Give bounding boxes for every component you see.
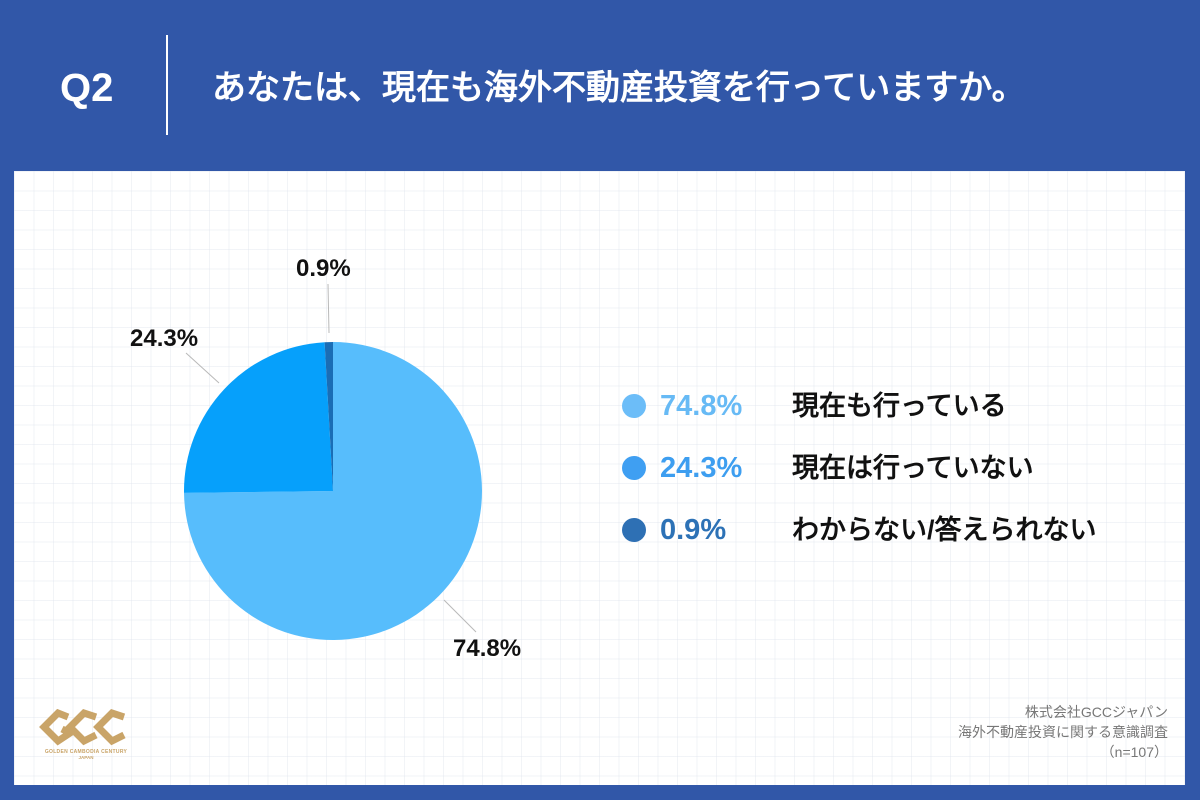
- logo-text-line1: GOLDEN CAMBODIA CENTURY: [44, 749, 128, 755]
- pie-label-slice1: 74.8%: [453, 635, 522, 662]
- pie-slice-currently-investing: [184, 342, 482, 640]
- logo-text-line2: JAPAN: [78, 755, 94, 760]
- legend-percent: 24.3%: [660, 452, 743, 484]
- pie-slice-unknown: [324, 342, 333, 491]
- footer-survey-name: 海外不動産投資に関する意識調査: [958, 724, 1168, 740]
- pie-label-slice2: 24.3%: [130, 325, 199, 352]
- legend-dot-icon: [622, 394, 646, 418]
- question-title: あなたは、現在も海外不動産投資を行っていますか。: [212, 69, 1026, 107]
- legend-percent: 74.8%: [660, 390, 743, 422]
- legend-label: 現在は行っていない: [792, 453, 1034, 483]
- legend-label: わからない/答えられない: [792, 515, 1097, 545]
- footer-sample-size: （n=107）: [1100, 744, 1168, 760]
- leader-line-slice2: [185, 352, 220, 384]
- header: Q2 あなたは、現在も海外不動産投資を行っていますか。: [0, 0, 1200, 171]
- gcc-logo: GOLDEN CAMBODIA CENTURY JAPAN: [38, 708, 134, 769]
- legend-dot-icon: [622, 456, 646, 480]
- leader-line-slice1: [443, 599, 477, 633]
- legend-item: 0.9% わからない/答えられない: [622, 510, 1182, 550]
- chart-panel: 0.9% 24.3% 74.8% 74.8% 現在も行っている 24.3% 現在…: [14, 171, 1185, 785]
- pie-chart: [183, 283, 482, 640]
- pie-slice-not-currently-investing: [183, 342, 333, 493]
- legend-percent: 0.9%: [660, 514, 727, 546]
- footer-company: 株式会社GCCジャパン: [1024, 704, 1168, 720]
- pie-label-slice3: 0.9%: [296, 255, 351, 282]
- source-footer: 株式会社GCCジャパン 海外不動産投資に関する意識調査 （n=107）: [958, 702, 1168, 762]
- legend-item: 74.8% 現在も行っている: [622, 386, 1182, 426]
- gcc-logo-mark-icon: [39, 708, 126, 746]
- question-number: Q2: [60, 66, 114, 110]
- legend-label: 現在も行っている: [792, 391, 1007, 421]
- leader-line-slice3: [327, 283, 330, 334]
- legend-item: 24.3% 現在は行っていない: [622, 448, 1182, 488]
- header-divider: [166, 35, 168, 135]
- legend-dot-icon: [622, 518, 646, 542]
